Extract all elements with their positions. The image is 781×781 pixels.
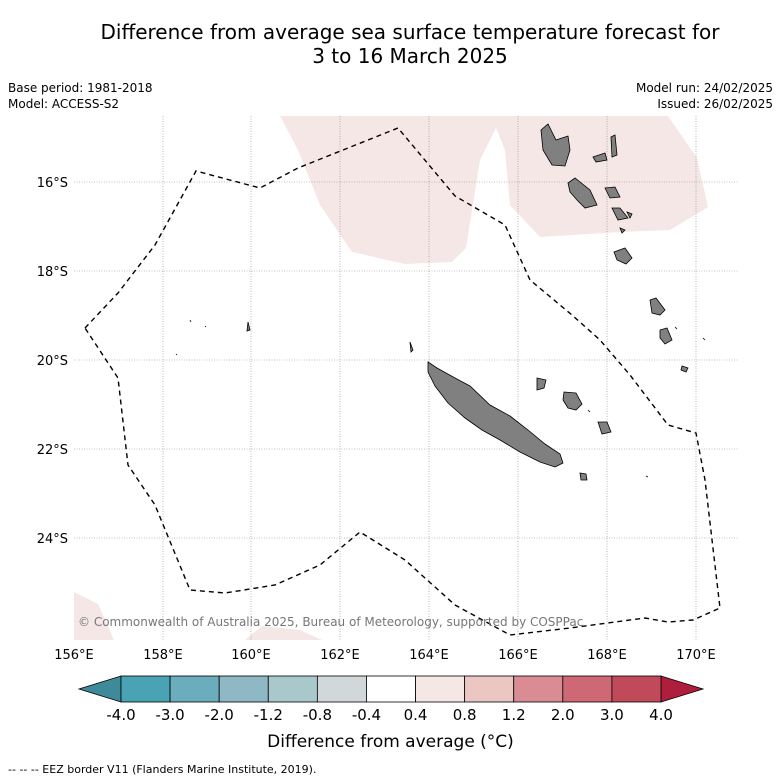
colorbar: -4.0 -3.0 -2.0 -1.2 -0.8 -0.4 0.4 0.8 1.2 2.0 3.0 4… [77, 675, 705, 724]
colorbar-segment [218, 675, 269, 703]
lon-label-164e: 164°E [409, 648, 449, 663]
lat-label-16s: 16°S [37, 176, 68, 191]
loyalty-islands [536, 377, 612, 481]
colorbar-tick-label: -4.0 [106, 706, 135, 724]
colorbar-segment [169, 675, 220, 703]
small-islets [175, 319, 706, 478]
colorbar-tick-label: 1.2 [502, 706, 526, 724]
base-period: Base period: 1981-2018 [8, 81, 153, 95]
colorbar-tick-label: 2.0 [551, 706, 575, 724]
colorbar-segment [120, 675, 171, 703]
colorbar-segment [415, 675, 466, 703]
colorbar-tick-label: -0.4 [352, 706, 381, 724]
map-title-line1: Difference from average sea surface temp… [100, 20, 720, 44]
colorbar-tick-label: 0.8 [453, 706, 477, 724]
latitude-labels: 16°S 18°S 20°S 22°S 24°S [37, 176, 68, 547]
new-caledonia-island [427, 361, 564, 468]
map-title-line2: 3 to 16 March 2025 [312, 44, 508, 68]
vanuatu-islands [540, 123, 689, 373]
lon-label-156e: 156°E [54, 648, 94, 663]
lon-label-160e: 160°E [231, 648, 271, 663]
graticule [74, 116, 739, 640]
lat-label-18s: 18°S [37, 265, 68, 280]
longitude-labels: 156°E 158°E 160°E 162°E 164°E 166°E 168°… [54, 648, 716, 663]
lon-label-162e: 162°E [320, 648, 360, 663]
warm-anomaly-region-north [280, 116, 708, 264]
colorbar-title: Difference from average (°C) [267, 732, 514, 752]
lat-label-24s: 24°S [37, 532, 68, 547]
colorbar-tick-label: -1.2 [254, 706, 283, 724]
colorbar-tick-label: 3.0 [600, 706, 624, 724]
colorbar-segment [366, 675, 416, 703]
lon-label-170e: 170°E [676, 648, 716, 663]
issued-date: Issued: 26/02/2025 [657, 97, 773, 111]
colorbar-tick-label: -0.8 [303, 706, 332, 724]
colorbar-right-arrow [660, 675, 705, 703]
colorbar-segment [611, 675, 662, 703]
warm-anomaly-region-south [245, 626, 322, 640]
model-name: Model: ACCESS-S2 [8, 97, 120, 111]
colorbar-segment [562, 675, 613, 703]
lat-label-20s: 20°S [37, 354, 68, 369]
colorbar-segment [513, 675, 564, 703]
model-run: Model run: 24/02/2025 [635, 81, 773, 95]
colorbar-tick-label: 4.0 [649, 706, 673, 724]
warm-anomaly-region-southwest [74, 592, 114, 640]
colorbar-tick-label: 0.4 [404, 706, 428, 724]
colorbar-left-arrow [77, 675, 122, 703]
colorbar-tick-label: -2.0 [205, 706, 234, 724]
map-area [74, 116, 739, 640]
colorbar-segment [316, 675, 367, 703]
lon-label-168e: 168°E [587, 648, 627, 663]
lat-label-22s: 22°S [37, 443, 68, 458]
lon-label-166e: 166°E [498, 648, 538, 663]
map-copyright: © Commonwealth of Australia 2025, Bureau… [78, 615, 583, 629]
colorbar-segment [464, 675, 515, 703]
lon-label-158e: 158°E [143, 648, 183, 663]
colorbar-tick-label: -3.0 [155, 706, 184, 724]
colorbar-segment [267, 675, 318, 703]
eez-footnote: -- -- -- EEZ border V11 (Flanders Marine… [8, 763, 317, 776]
